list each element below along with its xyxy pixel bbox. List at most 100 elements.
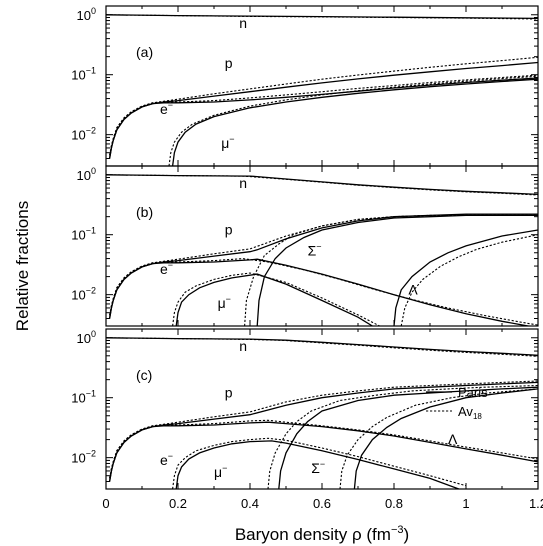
curve-annotation-text-p0-0: n: [239, 15, 247, 31]
series-line-p2-1: [106, 337, 538, 357]
series-line-p1-3: [109, 214, 538, 316]
curve-annotation-sup-p1-2: −: [168, 260, 173, 270]
x-tick-label-5: 1: [462, 496, 469, 511]
curve-annotation-p1-3: μ−: [218, 294, 231, 311]
y-tick-base-p2-2: 10: [71, 451, 85, 466]
series-line-p2-6: [175, 440, 460, 489]
y-tick-base-p1-2: 10: [71, 288, 85, 303]
series-line-p0-7: [168, 75, 538, 166]
series-line-p1-5: [109, 258, 538, 326]
legend: Paris Av18: [426, 385, 488, 421]
y-tick-exp-p1-0: 0: [91, 166, 96, 176]
curve-annotation-p2-4: Σ−: [311, 459, 325, 476]
panel-frame-0: [105, 5, 539, 167]
curve-annotation-text-p1-0: n: [239, 175, 247, 191]
series-line-p0-4: [108, 77, 538, 159]
y-tick-exp-p2-1: −1: [86, 389, 96, 399]
panel-label-1: (b): [136, 204, 153, 220]
curve-annotation-text-p1-4: Σ: [308, 243, 317, 259]
curve-annotation-p1-0: n: [239, 175, 247, 191]
y-tick-exp-p2-2: −2: [86, 449, 96, 459]
x-tick-label-1: 0.2: [169, 496, 187, 511]
x-tick-label-4: 0.8: [385, 496, 403, 511]
panel-frame-1: [105, 165, 539, 327]
legend-label-av18-main: Av: [458, 404, 473, 419]
legend-label-av18-sub: 18: [473, 412, 482, 421]
y-tick-base-p2-1: 10: [71, 391, 85, 406]
curve-annotation-text-p2-5: Λ: [448, 431, 458, 447]
curve-annotation-text-p1-3: μ: [218, 295, 226, 311]
x-tick-label-3: 0.6: [313, 496, 331, 511]
x-axis: 0 0.2 0.4 0.6 0.8 1 1.2: [102, 496, 543, 511]
y-tick-label-p0-2: 10−2: [71, 126, 96, 143]
series-line-p2-8: [278, 386, 538, 489]
y-tick-base-p0-2: 10: [71, 128, 85, 143]
series-line-p0-2: [108, 61, 538, 159]
x-tick-label-0: 0: [102, 496, 109, 511]
curve-annotation-p2-2: e−: [160, 451, 173, 468]
series-line-p2-4: [108, 421, 538, 482]
curve-annotation-p0-0: n: [239, 15, 247, 31]
y-tick-base-p1-0: 10: [77, 168, 91, 183]
curve-annotation-text-p2-3: μ: [214, 464, 222, 480]
curve-annotation-p2-1: p: [225, 385, 233, 401]
series-line-p1-0: [106, 174, 538, 196]
series-line-p1-7: [172, 272, 380, 326]
curve-annotation-sup-p2-3: −: [222, 463, 227, 473]
y-tick-exp-p1-2: −2: [86, 286, 96, 296]
legend-label-av18: Av18: [458, 404, 482, 421]
series-line-p0-3: [109, 56, 538, 156]
curve-annotation-text-p2-4: Σ: [311, 460, 320, 476]
y-tick-exp-p1-1: −1: [86, 226, 96, 236]
x-tick-label-6: 1.2: [529, 496, 543, 511]
x-axis-label-main: Baryon density ρ (fm: [235, 525, 391, 544]
y-tick-exp-p0-1: −1: [86, 66, 96, 76]
series-line-p2-7: [172, 437, 467, 489]
curve-annotation-sup-p1-3: −: [226, 294, 231, 304]
curve-annotation-text-p2-0: n: [239, 338, 247, 354]
series-line-p2-9: [267, 384, 538, 489]
curve-annotation-p0-1: p: [225, 55, 233, 71]
curve-annotation-text-p2-1: p: [225, 385, 233, 401]
y-tick-base-p0-1: 10: [71, 68, 85, 83]
series-line-p0-6: [171, 78, 538, 166]
curve-annotation-text-p0-3: μ: [221, 135, 229, 151]
curve-annotation-sup-p1-4: −: [316, 242, 321, 252]
curve-annotation-p0-2: e−: [160, 100, 173, 117]
curve-annotation-sup-p0-2: −: [168, 100, 173, 110]
x-axis-label-end: ): [404, 525, 410, 544]
y-tick-label-p1-2: 10−2: [71, 286, 96, 303]
series-line-p0-5: [109, 74, 538, 156]
panel-series-1: [106, 174, 538, 326]
legend-label-paris: Paris: [458, 385, 488, 400]
y-tick-base-p0-0: 10: [77, 8, 91, 23]
curve-annotation-p1-4: Σ−: [308, 242, 322, 259]
panel-series-0: [106, 14, 538, 166]
curve-annotation-p2-5: Λ: [448, 431, 458, 447]
panel-label-0: (a): [136, 44, 153, 60]
y-tick-label-p0-1: 10−1: [71, 66, 96, 83]
series-line-p0-1: [106, 14, 538, 20]
curve-annotation-p0-3: μ−: [221, 134, 234, 151]
y-tick-exp-p0-0: 0: [91, 6, 96, 16]
y-tick-label-p2-2: 10−2: [71, 449, 96, 466]
panel-label-2: (c): [136, 367, 152, 383]
y-tick-label-p0-0: 100: [77, 6, 96, 23]
curve-annotation-p1-5: Λ: [408, 282, 418, 298]
y-tick-exp-p2-0: 0: [91, 329, 96, 339]
x-tick-label-2: 0.4: [241, 496, 259, 511]
series-line-p2-0: [106, 337, 538, 356]
series-line-p1-11: [400, 234, 538, 326]
curve-annotation-sup-p2-2: −: [168, 451, 173, 461]
panels-group: 10010−110−2(a)npe−μ−10010−110−2(b)npe−μ−…: [71, 5, 539, 490]
y-tick-base-p1-1: 10: [71, 228, 85, 243]
series-line-p1-6: [175, 273, 373, 326]
y-tick-label-p1-1: 10−1: [71, 226, 96, 243]
curve-annotation-text-p2-2: e: [160, 452, 168, 468]
curve-annotation-text-p0-1: p: [225, 55, 233, 71]
panel-series-2: [106, 337, 538, 489]
